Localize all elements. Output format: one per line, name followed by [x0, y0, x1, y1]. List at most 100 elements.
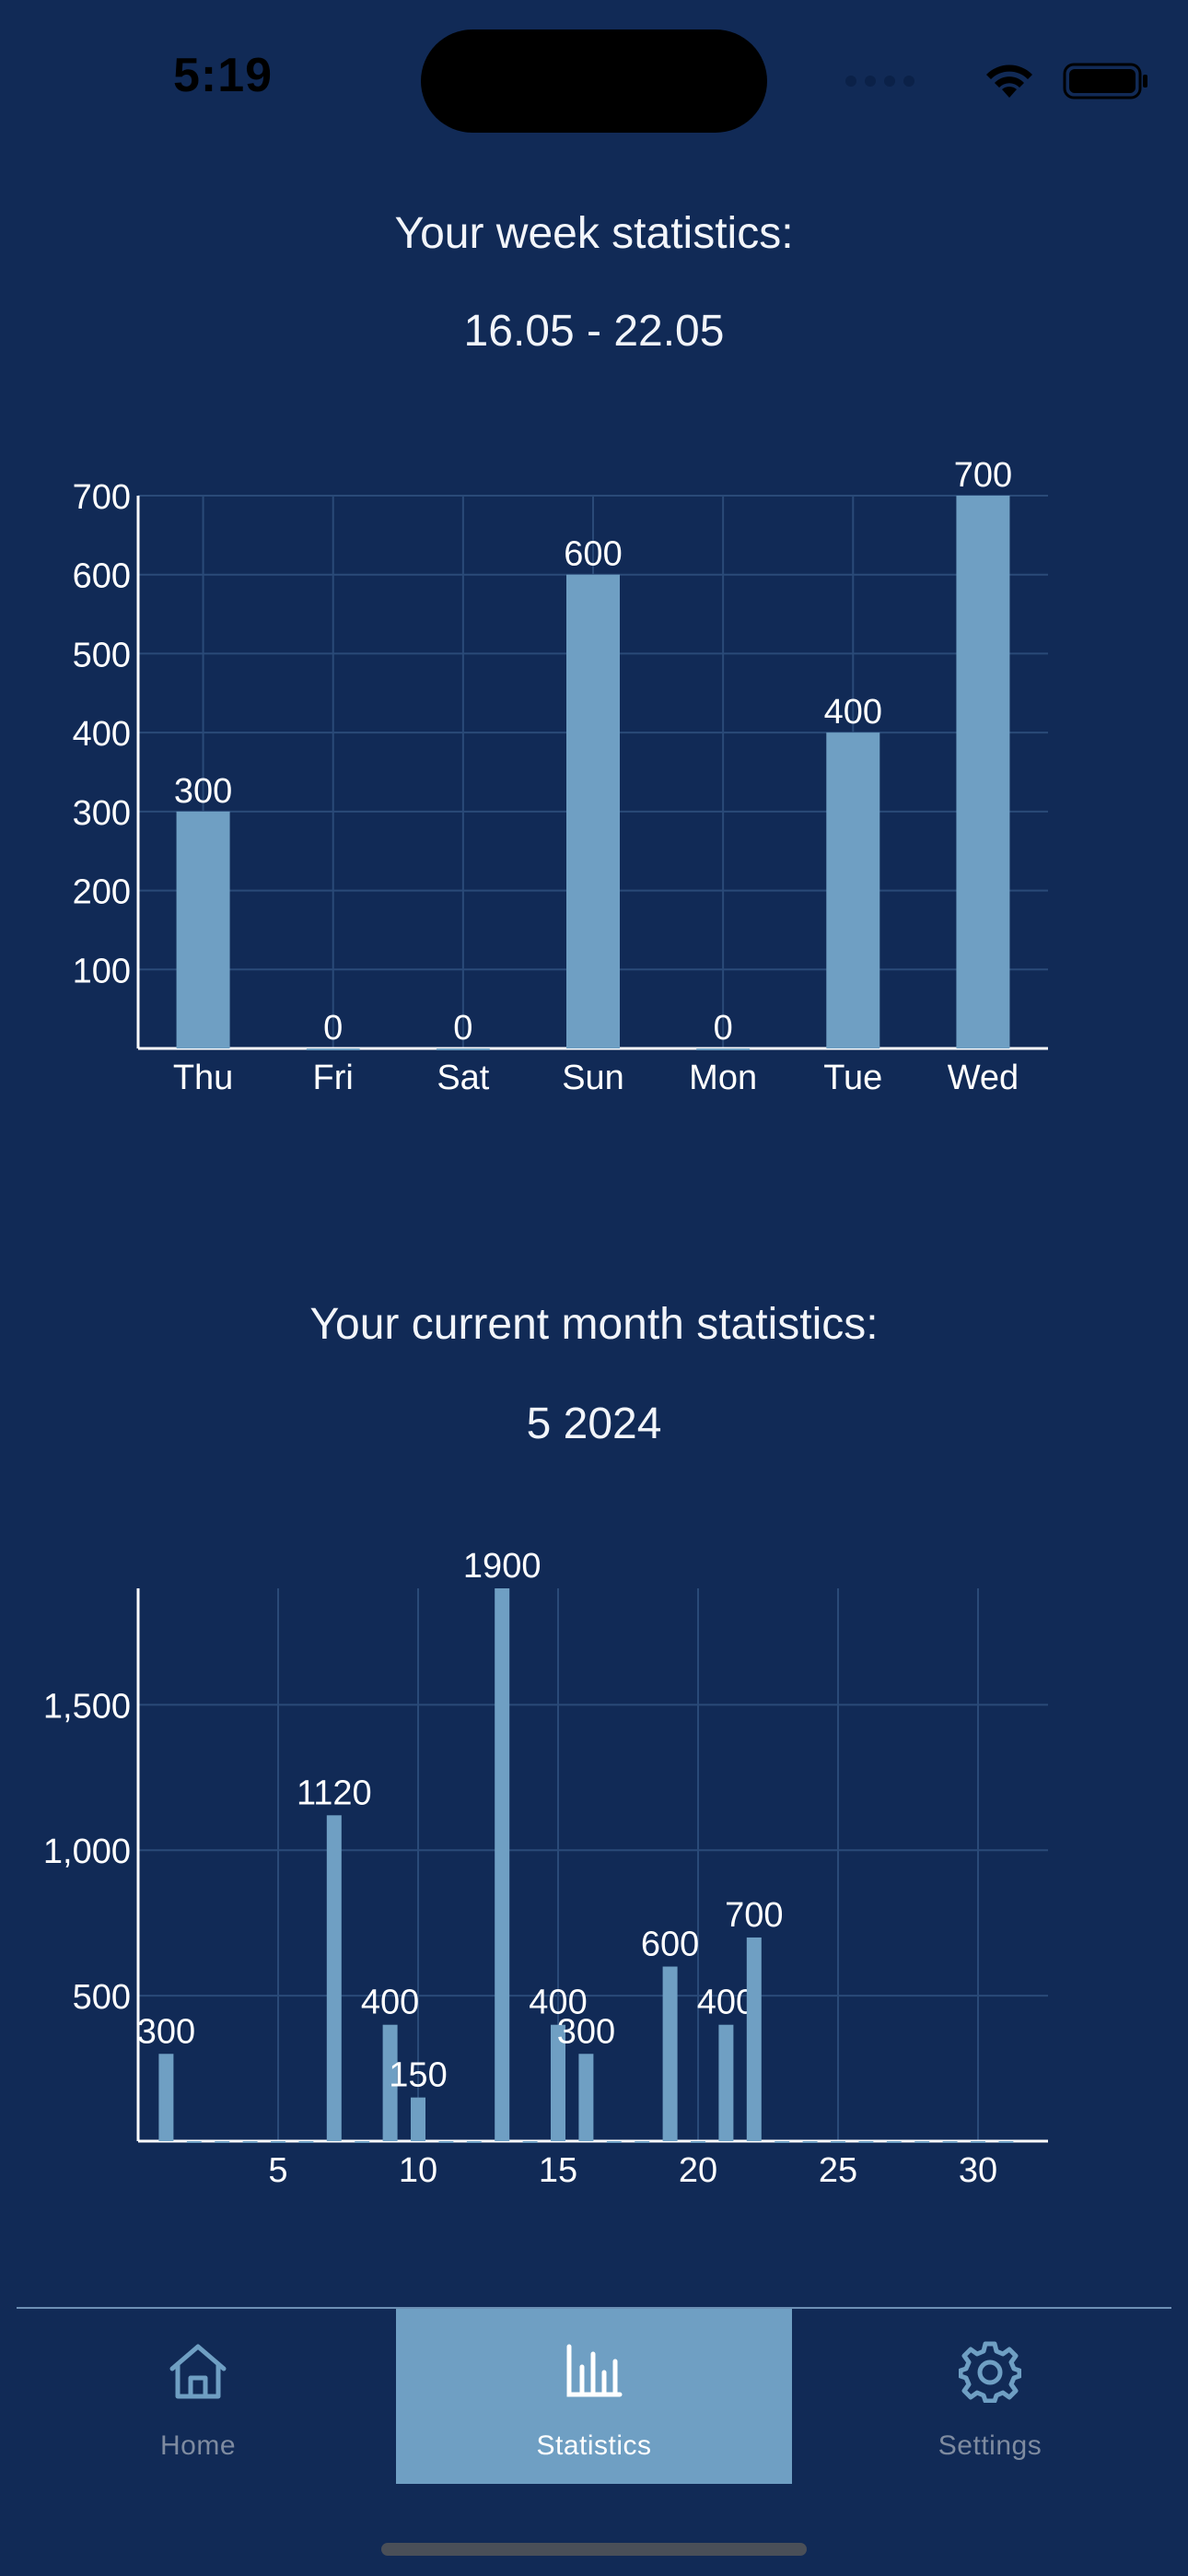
tab-settings-label: Settings: [938, 2430, 1042, 2461]
x-tick-label: 20: [679, 2151, 717, 2190]
x-tick-label: 15: [539, 2151, 577, 2190]
data-label: 150: [389, 2056, 447, 2095]
bar: [696, 1048, 751, 1050]
bar: [942, 2141, 958, 2143]
y-tick-label: 300: [73, 794, 131, 833]
battery-icon: [1063, 63, 1147, 100]
bar: [186, 2141, 202, 2143]
bar: [691, 2141, 705, 2143]
bar: [466, 2141, 482, 2143]
bar: [495, 1588, 510, 2141]
data-label: 600: [564, 535, 622, 574]
y-tick-label: 1,500: [43, 1687, 131, 1726]
week-range: 16.05 - 22.05: [463, 307, 725, 356]
data-label: 300: [137, 2012, 195, 2051]
data-label: 300: [174, 772, 232, 811]
data-label: 400: [361, 1984, 419, 2022]
month-period: 5 2024: [526, 1399, 662, 1448]
y-tick-label: 1,000: [43, 1832, 131, 1871]
x-tick-label: Fri: [313, 1059, 354, 1097]
week-stats-title: Your week statistics:: [394, 209, 794, 258]
data-label: 1120: [297, 1774, 372, 1812]
data-label: 400: [824, 693, 882, 732]
bar: [436, 1048, 490, 1050]
bar: [242, 2141, 258, 2143]
bar: [578, 2054, 594, 2141]
bar: [858, 2141, 874, 2143]
tab-statistics[interactable]: Statistics: [396, 2309, 792, 2484]
wifi-icon: [986, 64, 1032, 98]
bar: [158, 2054, 174, 2141]
y-tick-label: 600: [73, 557, 131, 596]
week-bar-chart: 100 200 300 400 500 600 700 300 Thu 0 Fri 0 Sat 600 Su…: [73, 456, 1048, 1097]
bar: [971, 2141, 985, 2143]
bar: [551, 2024, 565, 2141]
x-tick-label: Tue: [823, 1059, 882, 1097]
x-tick-label: 25: [819, 2151, 857, 2190]
bar: [831, 2141, 845, 2143]
x-tick-label: 5: [268, 2151, 287, 2190]
home-indicator: [381, 2543, 807, 2556]
data-label: 700: [954, 456, 1012, 495]
bar: [326, 1815, 342, 2141]
month-stats-title: Your current month statistics:: [309, 1300, 879, 1349]
tab-settings[interactable]: Settings: [792, 2309, 1188, 2484]
gear-icon: [959, 2341, 1021, 2403]
bar: [522, 2141, 538, 2143]
dynamic-island: [421, 29, 767, 133]
y-tick-label: 500: [73, 636, 131, 674]
month-bar-chart: 500 1,000 1,500 5 10 15 20 25 30 300 1120 400 150 190…: [43, 1547, 1048, 2190]
house-icon: [169, 2344, 227, 2399]
x-tick-label: Thu: [173, 1059, 233, 1097]
bar: [718, 2024, 734, 2141]
y-tick-label: 400: [73, 715, 131, 754]
x-tick-label: Wed: [948, 1059, 1019, 1097]
bar-chart-icon: [566, 2344, 623, 2397]
bar: [956, 496, 1010, 1048]
x-tick-label: Sat: [437, 1059, 489, 1097]
x-tick-label: 10: [399, 2151, 437, 2190]
bar: [438, 2141, 454, 2143]
bar: [998, 2141, 1014, 2143]
bar: [826, 732, 880, 1048]
bar: [746, 1937, 762, 2141]
bar: [635, 2141, 650, 2143]
bar: [306, 1048, 360, 1050]
bar: [355, 2141, 370, 2143]
bar: [176, 811, 230, 1048]
y-tick-label: 200: [73, 873, 131, 912]
data-label: 0: [453, 1009, 472, 1048]
x-tick-label: 30: [959, 2151, 997, 2190]
bar: [271, 2141, 285, 2143]
bar: [662, 1966, 678, 2141]
data-label: 0: [323, 1009, 343, 1048]
bar: [606, 2141, 622, 2143]
cellular-signal-icon: [845, 76, 914, 87]
bar: [411, 2097, 425, 2141]
data-label: 0: [714, 1009, 733, 1048]
y-tick-label: 500: [73, 1978, 131, 2017]
data-label: 600: [641, 1926, 699, 1964]
bar: [886, 2141, 902, 2143]
bar: [802, 2141, 818, 2143]
x-tick-label: Sun: [562, 1059, 624, 1097]
data-label: 300: [557, 2012, 615, 2051]
tab-home-label: Home: [159, 2430, 237, 2461]
y-tick-label: 700: [73, 478, 131, 517]
tab-home[interactable]: Home: [0, 2309, 396, 2484]
bar: [914, 2141, 930, 2143]
status-time: 5:19: [173, 49, 274, 102]
bar: [382, 2024, 398, 2141]
bar: [298, 2141, 314, 2143]
tab-bar-divider: [17, 2307, 1171, 2309]
data-label: 400: [697, 1984, 755, 2022]
data-label: 700: [725, 1896, 783, 1935]
bar: [775, 2141, 790, 2143]
data-label: 1900: [463, 1547, 542, 1586]
bar: [215, 2141, 230, 2143]
data-label: 400: [529, 1984, 587, 2022]
tab-statistics-label: Statistics: [536, 2430, 652, 2461]
y-tick-label: 100: [73, 952, 131, 990]
x-tick-label: Mon: [689, 1059, 757, 1097]
bar: [566, 574, 620, 1048]
